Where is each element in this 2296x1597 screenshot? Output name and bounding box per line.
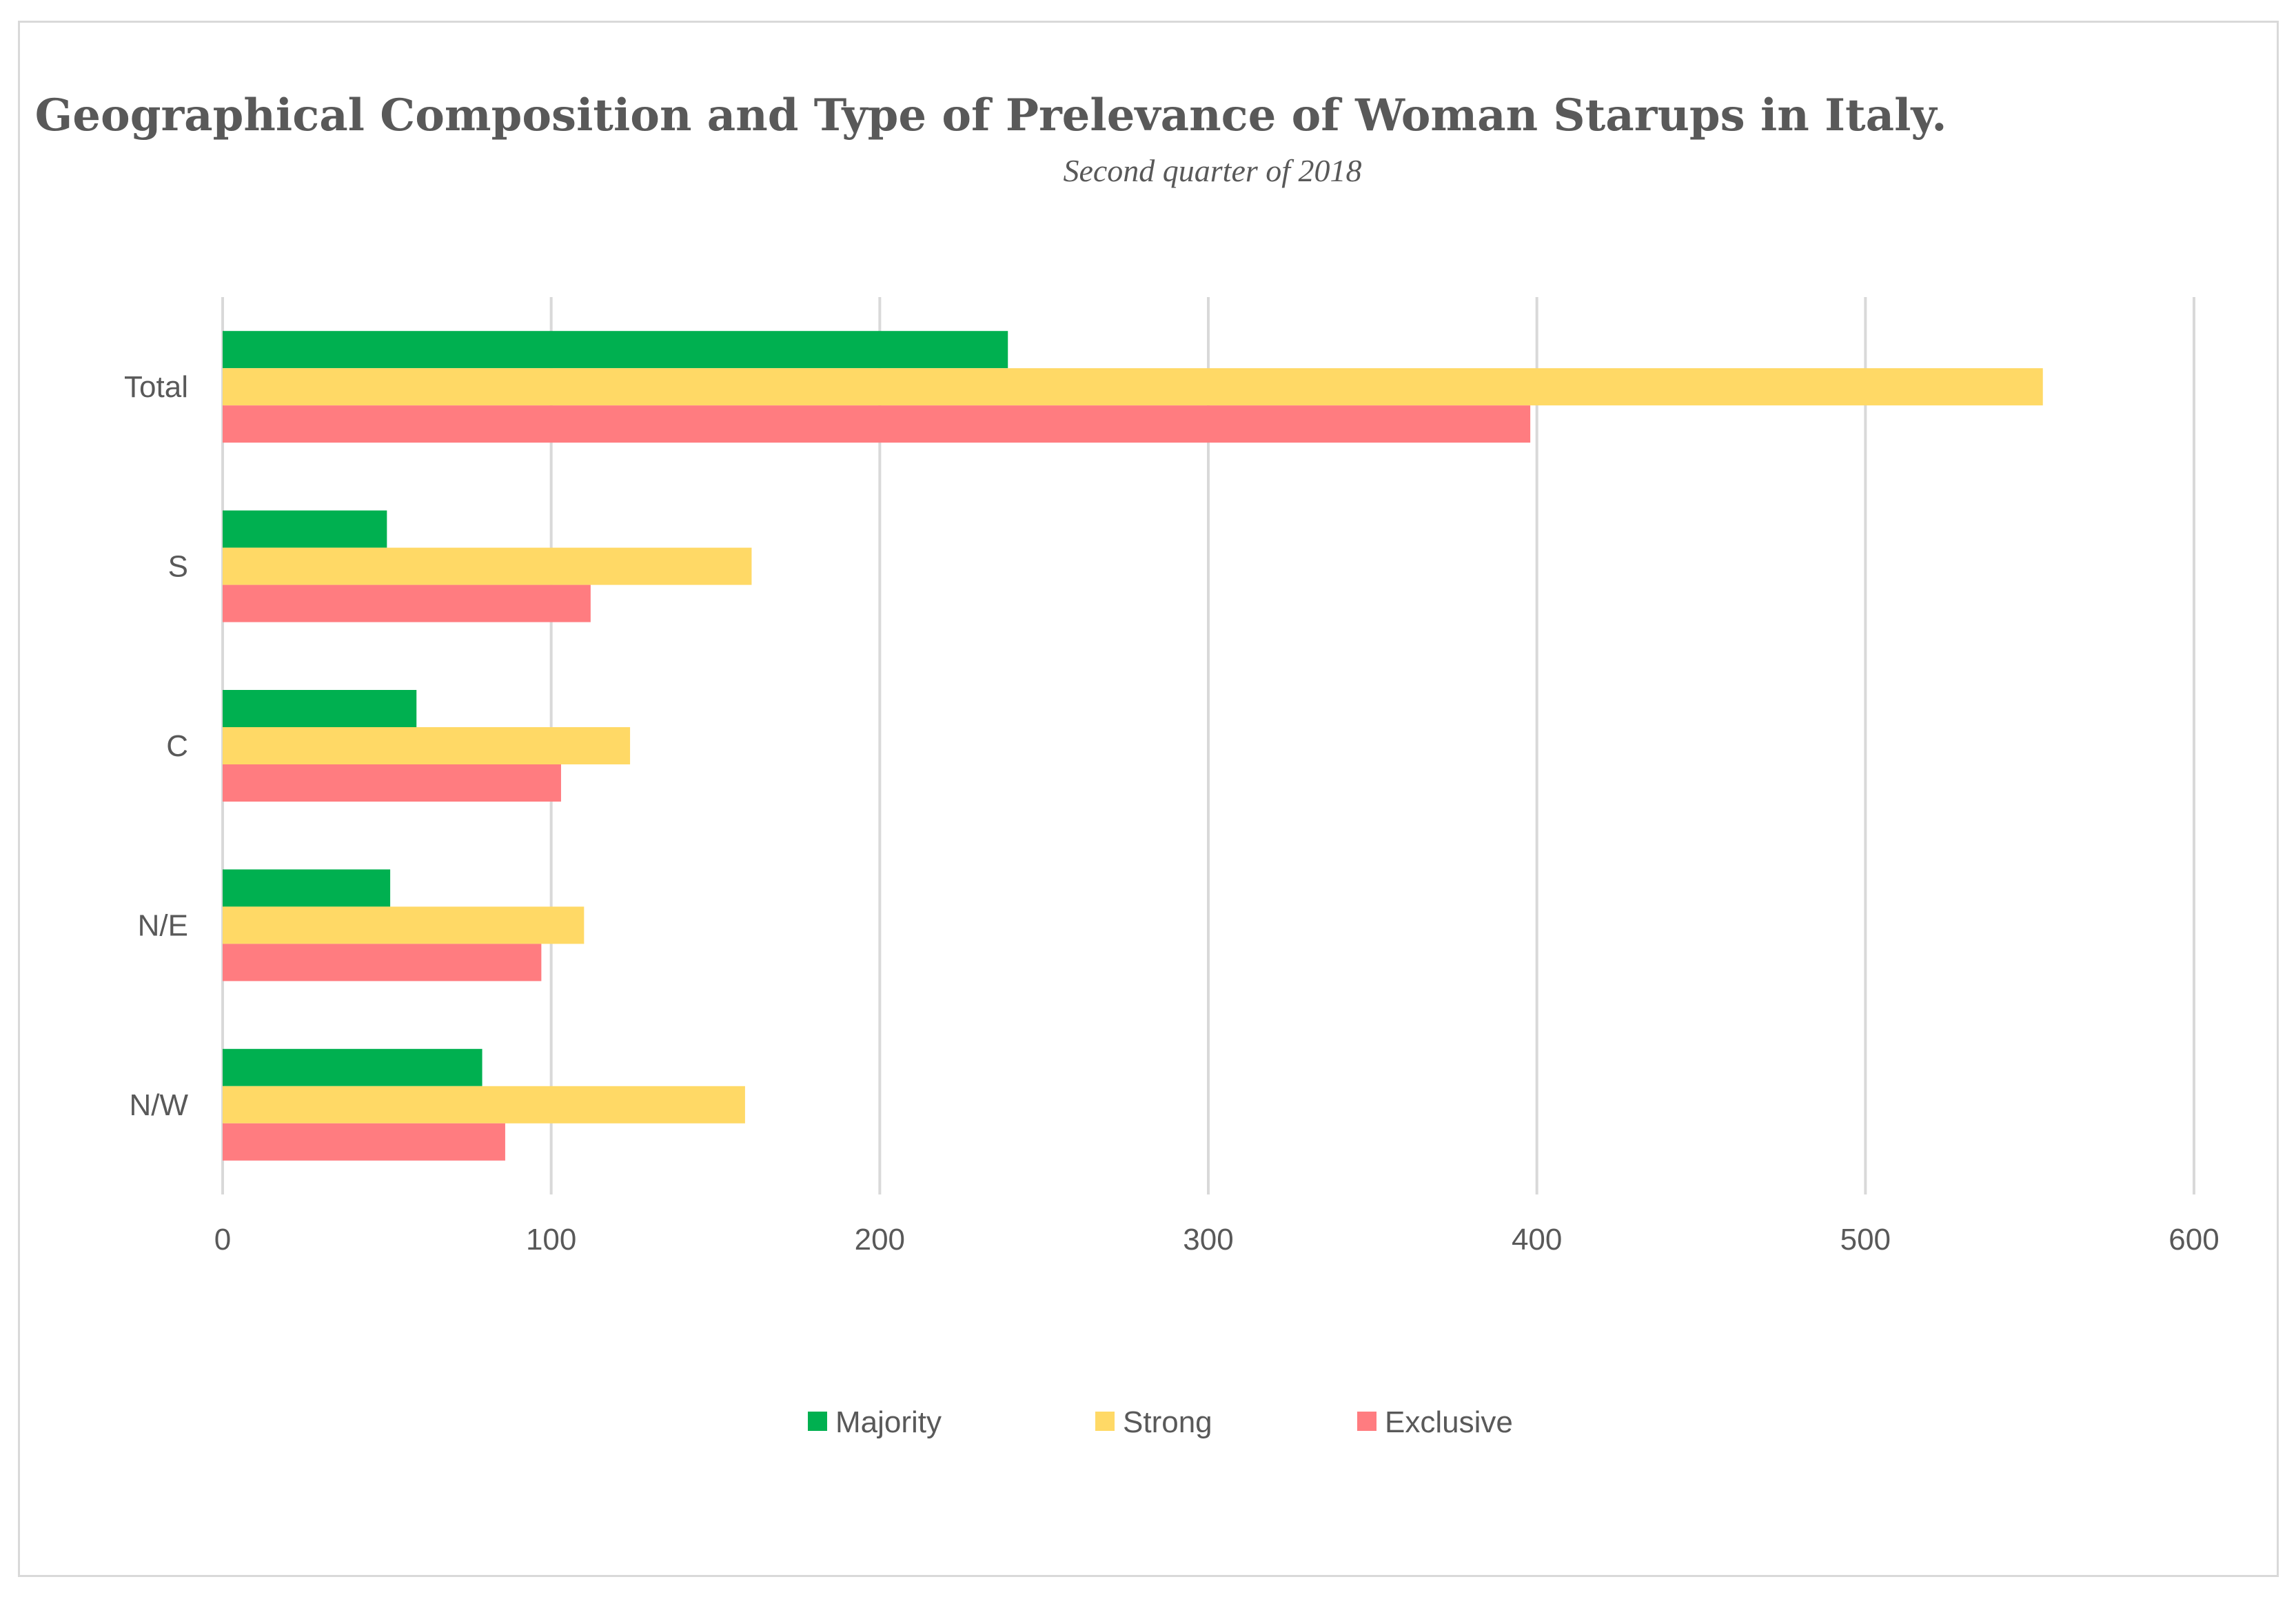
legend-label-strong: Strong [1123,1405,1212,1439]
bar-strong-nw [223,1086,745,1123]
chart-frame: The Geographical Composition and Type of… [18,21,2279,1577]
bar-majority-s [223,510,387,548]
legend-swatch-majority [808,1412,827,1431]
y-tick-label-s: S [168,550,188,584]
bar-majority-c [223,690,417,727]
legend-swatch-exclusive [1357,1412,1376,1431]
legend-label-majority: Majority [835,1405,942,1439]
y-axis-labels: Total S C N/E N/W [124,370,188,1122]
x-tick-label-300: 300 [1183,1223,1233,1257]
bars-layer [223,331,2043,1161]
bar-exclusive-s [223,584,591,622]
x-tick-label-0: 0 [214,1223,231,1257]
bar-exclusive-c [223,764,561,802]
chart-subtitle: Second quarter of 2018 [1063,153,1361,188]
bar-majority-total [223,331,1008,369]
bar-majority-nw [223,1048,482,1086]
bar-strong-ne [223,906,585,944]
legend-swatch-strong [1095,1412,1115,1431]
bar-strong-total [223,368,2043,406]
x-tick-label-200: 200 [855,1223,905,1257]
grid-layer [221,297,2195,1194]
bar-exclusive-nw [223,1123,505,1161]
bar-exclusive-ne [223,944,542,981]
chart-svg: The Geographical Composition and Type of… [20,90,2219,1439]
bar-strong-s [223,547,752,585]
x-axis-labels: 0 100 200 300 400 500 600 [214,1223,2219,1257]
y-tick-label-total: Total [124,370,188,404]
legend-label-exclusive: Exclusive [1385,1405,1513,1439]
x-tick-label-500: 500 [1840,1223,1891,1257]
x-tick-label-400: 400 [1512,1223,1562,1257]
x-tick-label-100: 100 [526,1223,576,1257]
bar-majority-ne [223,869,391,907]
y-tick-label-ne: N/E [138,908,188,942]
y-tick-label-c: C [166,729,188,763]
y-tick-label-nw: N/W [129,1088,188,1122]
chart-title: The Geographical Composition and Type of… [20,90,1947,141]
x-tick-label-600: 600 [2168,1223,2219,1257]
bar-strong-c [223,727,631,764]
legend: Majority Strong Exclusive [808,1405,1513,1439]
bar-exclusive-total [223,405,1531,443]
